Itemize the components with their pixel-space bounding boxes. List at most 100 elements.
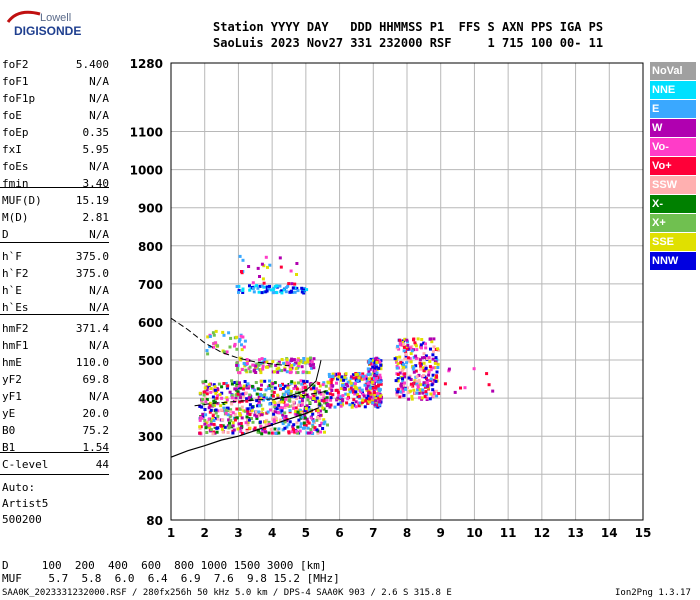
echo-point <box>284 390 288 394</box>
echo-point <box>373 371 377 375</box>
echo-point <box>322 393 325 397</box>
echo-point <box>309 408 313 412</box>
echo-point <box>214 341 218 345</box>
echo-point <box>373 379 377 383</box>
echo-point <box>417 391 421 395</box>
echo-point <box>360 400 364 404</box>
echo-point <box>287 361 291 365</box>
echo-point <box>209 408 213 412</box>
echo-point <box>311 397 315 401</box>
echo-point <box>368 386 372 390</box>
echo-point <box>231 421 235 425</box>
echo-point <box>368 380 372 384</box>
echo-point <box>409 352 413 355</box>
echo-point <box>378 389 382 393</box>
echo-point <box>228 415 232 419</box>
echo-point <box>341 394 345 398</box>
echo-point <box>322 381 326 385</box>
echo-point <box>214 391 218 395</box>
echo-point <box>355 376 358 380</box>
logo-digisonde: DIGISONDE <box>14 24 82 38</box>
param-row: foF2 5.400 <box>2 58 109 75</box>
echo-point <box>351 388 355 392</box>
echo-point <box>366 381 370 385</box>
x-tick-label: 2 <box>201 526 209 540</box>
echo-point <box>229 410 233 414</box>
echo-point <box>367 361 371 365</box>
echo-point <box>372 369 376 373</box>
param-value: 5.95 <box>82 143 110 156</box>
x-tick-label: 4 <box>268 526 276 540</box>
echo-point <box>238 381 241 385</box>
echo-point <box>258 275 261 278</box>
echo-point <box>224 411 228 415</box>
echo-point <box>406 340 409 344</box>
echo-point <box>357 404 361 408</box>
echo-point <box>429 368 433 372</box>
echo-point <box>265 365 269 369</box>
echo-point <box>259 424 263 428</box>
echo-point <box>255 414 259 418</box>
echo-point <box>245 358 249 361</box>
echo-point <box>303 382 306 385</box>
echo-point <box>286 386 290 390</box>
echo-point <box>299 425 303 429</box>
echo-point <box>237 290 240 294</box>
echo-point <box>274 431 278 435</box>
echo-point <box>377 396 381 400</box>
header-line-1: Station YYYY DAY DDD HHMMSS P1 FFS S AXN… <box>213 20 604 34</box>
echo-point <box>209 422 213 426</box>
echo-point <box>412 370 416 374</box>
echo-point <box>365 387 369 391</box>
echo-point <box>422 352 426 356</box>
echo-point <box>212 430 216 434</box>
param-value: 371.4 <box>75 322 109 335</box>
echo-point <box>267 431 271 435</box>
echo-point <box>287 282 291 286</box>
echo-point <box>307 421 311 425</box>
separator <box>0 314 109 315</box>
echo-point <box>237 339 241 343</box>
echo-point <box>256 266 260 270</box>
echo-point <box>203 408 207 411</box>
echo-point <box>420 338 424 341</box>
echo-point <box>415 375 419 379</box>
x-tick-label: 12 <box>534 526 551 540</box>
echo-point <box>201 397 204 401</box>
echo-point <box>418 396 422 400</box>
echo-point <box>409 360 413 364</box>
echo-point <box>340 375 344 379</box>
echo-point <box>260 291 264 295</box>
x-tick-label: 8 <box>403 526 411 540</box>
echo-point <box>248 393 252 397</box>
echo-point <box>209 428 213 432</box>
echo-point <box>261 430 264 434</box>
echo-point <box>432 345 436 349</box>
echo-point <box>358 386 362 390</box>
echo-point <box>429 347 432 351</box>
echo-point <box>434 356 438 360</box>
echo-point <box>400 368 404 372</box>
echo-point <box>400 386 404 390</box>
param-value: 110.0 <box>75 356 109 369</box>
echo-point <box>352 376 356 380</box>
echo-point <box>419 367 423 371</box>
echo-point <box>296 371 300 374</box>
echo-point <box>369 395 373 399</box>
echo-point <box>328 392 332 396</box>
echo-point <box>426 385 429 389</box>
echo-point <box>403 357 407 361</box>
echo-point <box>300 403 304 407</box>
echo-point <box>295 262 299 265</box>
plot-frame <box>170 62 644 521</box>
echo-point <box>435 358 439 362</box>
echo-point <box>245 361 249 365</box>
param-label: yF1 <box>2 390 22 403</box>
echo-point <box>215 396 219 400</box>
echo-point <box>198 431 202 435</box>
echo-point <box>280 291 284 295</box>
echo-point <box>300 290 304 294</box>
echo-point <box>431 366 435 370</box>
legend-item-vo-: Vo- <box>650 138 696 156</box>
param-row: yE 20.0 <box>2 407 109 424</box>
